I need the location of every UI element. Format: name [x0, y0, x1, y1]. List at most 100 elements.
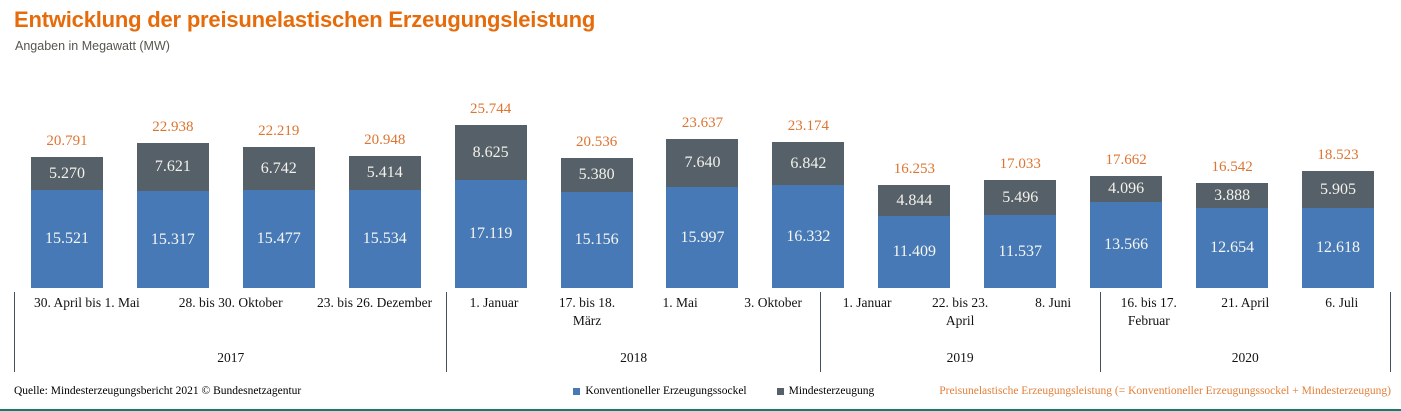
- mindesterzeugung-segment: 5.905: [1302, 171, 1375, 208]
- mindesterzeugung-segment: 5.496: [984, 180, 1057, 215]
- date-label: 1. Januar: [842, 295, 892, 310]
- bar-column: 16.542 3.888 12.654: [1179, 85, 1285, 288]
- bar-column: 23.174 6.842 16.332: [755, 85, 861, 288]
- bar-column: 22.938 7.621 15.317: [120, 85, 226, 288]
- mindesterzeugung-segment: 6.842: [772, 142, 845, 185]
- erzeugungssockel-segment: 15.534: [348, 190, 421, 288]
- bar-group-2019: 23.174 6.842 16.332 16.253 4.844 11.409 17.033…: [755, 85, 1073, 288]
- date-label: 21. April: [1221, 295, 1270, 310]
- date-label: 23. bis 26. Dezember: [317, 295, 433, 310]
- bar-column: 16.253 4.844 11.409: [861, 85, 967, 288]
- year-label: 2019: [946, 350, 974, 365]
- total-value-label: 18.523: [1317, 147, 1359, 163]
- total-value-label: 20.948: [364, 132, 406, 148]
- total-value-label: 20.536: [575, 134, 618, 150]
- stacked-bar: 4.096 13.566: [1090, 176, 1163, 288]
- stacked-bar: 5.496 11.537: [984, 180, 1057, 288]
- axis-group-2017: 30. April bis 1. Mai 28. bis 30. Oktober 2…: [14, 292, 446, 372]
- date-label: 16. bis 17. Februar: [1120, 295, 1177, 329]
- total-value-label: 16.253: [893, 161, 935, 177]
- date-labels-row: 1. Januar 22. bis 23. April 8. Juni: [821, 294, 1100, 330]
- bar-group-2018: 20.948 5.414 15.534 25.744 8.625 17.119 20.536…: [332, 85, 756, 288]
- erzeugungssockel-segment: 12.654: [1196, 208, 1269, 288]
- mindesterzeugung-segment: 5.414: [348, 156, 421, 190]
- bottom-rule: [0, 409, 1401, 411]
- erzeugungssockel-segment: 12.618: [1302, 208, 1375, 288]
- total-value-label: 16.542: [1211, 159, 1253, 175]
- total-value-label: 17.033: [999, 156, 1041, 172]
- stacked-bar: 6.842 16.332: [772, 142, 845, 288]
- date-label: 1. Januar: [469, 295, 519, 310]
- total-value-label: 20.791: [46, 133, 88, 149]
- bar-column: 20.948 5.414 15.534: [332, 85, 438, 288]
- date-label: 1. Mai: [662, 295, 698, 310]
- total-value-label: 23.174: [787, 118, 830, 134]
- date-labels-row: 1. Januar 17. bis 18. März 1. Mai 3. Oktobe…: [447, 294, 819, 330]
- legend: Konventioneller Erzeugungssockel Mindest…: [573, 385, 874, 397]
- legend-swatch-blue-icon: [573, 387, 581, 395]
- mindesterzeugung-segment: 6.742: [242, 147, 315, 190]
- stacked-bar: 5.414 15.534: [348, 156, 421, 288]
- erzeugungssockel-segment: 11.409: [878, 216, 951, 288]
- legend-label: Mindesterzeugung: [788, 385, 875, 397]
- bar-group-2017: 20.791 5.270 15.521 22.938 7.621 15.317 22.219…: [14, 85, 332, 288]
- bar-group-2020: 17.662 4.096 13.566 16.542 3.888 12.654 18.523…: [1073, 85, 1391, 288]
- erzeugungssockel-segment: 11.537: [984, 215, 1057, 288]
- legend-item-konventioneller-erzeugungssockel: Konventioneller Erzeugungssockel: [573, 385, 747, 397]
- mindesterzeugung-segment: 5.380: [560, 158, 633, 192]
- mindesterzeugung-segment: 4.096: [1090, 176, 1163, 202]
- stacked-bar: 3.888 12.654: [1196, 183, 1269, 288]
- erzeugungssockel-segment: 15.997: [666, 187, 739, 288]
- mindesterzeugung-segment: 8.625: [454, 125, 527, 180]
- date-label: 8. Juni: [1035, 295, 1072, 310]
- bar-column: 22.219 6.742 15.477: [226, 85, 332, 288]
- erzeugungssockel-segment: 17.119: [454, 180, 527, 288]
- bar-column: 18.523 5.905 12.618: [1285, 85, 1391, 288]
- x-axis-band: 30. April bis 1. Mai 28. bis 30. Oktober 2…: [14, 292, 1391, 372]
- chart-plot: 20.791 5.270 15.521 22.938 7.621 15.317 22.219…: [14, 85, 1391, 288]
- mindesterzeugung-segment: 3.888: [1196, 183, 1269, 208]
- stacked-bar: 5.380 15.156: [560, 158, 633, 288]
- bar-column: 20.536 5.380 15.156: [544, 85, 650, 288]
- date-label: 28. bis 30. Oktober: [178, 295, 283, 310]
- date-label: 22. bis 23. April: [932, 295, 989, 329]
- erzeugungssockel-segment: 16.332: [772, 185, 845, 288]
- total-value-label: 25.744: [470, 101, 512, 117]
- date-label: 30. April bis 1. Mai: [34, 295, 140, 310]
- erzeugungssockel-segment: 15.156: [560, 192, 633, 288]
- bar-column: 17.662 4.096 13.566: [1073, 85, 1179, 288]
- erzeugungssockel-segment: 13.566: [1090, 202, 1163, 288]
- stacked-bar: 5.905 12.618: [1302, 171, 1375, 288]
- axis-group-2020: 16. bis 17. Februar 21. April 6. Juli 2020: [1099, 292, 1391, 372]
- mindesterzeugung-segment: 7.621: [136, 143, 209, 191]
- formula-note: Preisunelastische Erzeugungsleistung (= …: [939, 385, 1391, 397]
- legend-label: Konventioneller Erzeugungssockel: [585, 385, 747, 397]
- mindesterzeugung-segment: 5.270: [30, 157, 103, 190]
- total-value-label: 17.662: [1105, 152, 1147, 168]
- total-value-label: 22.219: [258, 123, 300, 139]
- chart-footer: Quelle: Mindesterzeugungsbericht 2021 © …: [14, 385, 1391, 397]
- total-value-label: 23.637: [681, 115, 724, 131]
- erzeugungssockel-segment: 15.317: [136, 191, 209, 288]
- bar-column: 17.033 5.496 11.537: [967, 85, 1073, 288]
- year-label: 2018: [620, 350, 648, 365]
- mindesterzeugung-segment: 4.844: [878, 185, 951, 216]
- erzeugungssockel-segment: 15.477: [242, 190, 315, 288]
- page-subtitle: Angaben in Megawatt (MW): [15, 39, 170, 53]
- mindesterzeugung-segment: 7.640: [666, 139, 739, 187]
- date-label: 6. Juli: [1325, 295, 1359, 310]
- bar-column: 25.744 8.625 17.119: [438, 85, 544, 288]
- stacked-bar: 8.625 17.119: [454, 125, 527, 288]
- erzeugungssockel-segment: 15.521: [30, 190, 103, 288]
- page-title: Entwicklung der preisunelastischen Erzeu…: [14, 7, 596, 32]
- stacked-bar: 7.621 15.317: [136, 143, 209, 288]
- axis-group-2018: 1. Januar 17. bis 18. März 1. Mai 3. Oktobe…: [446, 292, 819, 372]
- bar-column: 23.637 7.640 15.997: [650, 85, 756, 288]
- legend-swatch-gray-icon: [776, 387, 784, 395]
- legend-item-mindesterzeugung: Mindesterzeugung: [776, 385, 875, 397]
- date-label: 17. bis 18. März: [558, 295, 616, 329]
- stacked-bar: 5.270 15.521: [30, 157, 103, 288]
- source-note: Quelle: Mindesterzeugungsbericht 2021 © …: [14, 385, 302, 397]
- stacked-bar: 6.742 15.477: [242, 147, 315, 288]
